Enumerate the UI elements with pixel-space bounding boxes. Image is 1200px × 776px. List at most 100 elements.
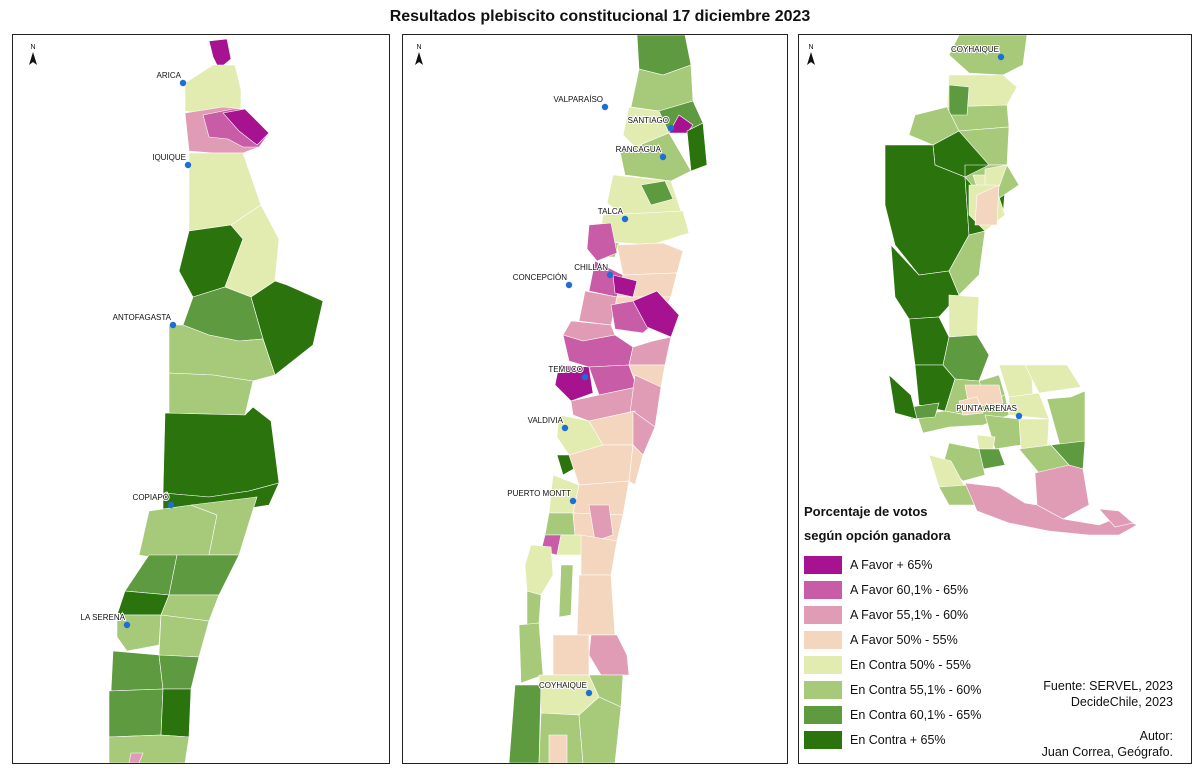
author-credits: Autor: Juan Correa, Geógrafo. [1042, 728, 1173, 760]
legend: Porcentaje de votos según opción ganador… [804, 500, 1004, 752]
region-polygon [518, 622, 544, 684]
region-polygon [974, 184, 1000, 226]
city-marker-icon [585, 689, 593, 697]
region-polygon [1098, 508, 1134, 528]
legend-item: En Contra 60,1% - 65% [804, 702, 1004, 727]
region-polygon [184, 64, 242, 116]
legend-swatch [804, 680, 842, 699]
city-label: CHILLÁN [574, 263, 608, 272]
map-south-svg: N [807, 35, 1138, 536]
region-polygon [168, 554, 240, 596]
city-label: VALPARAÍSO [554, 95, 604, 104]
author-line: Autor: [1139, 729, 1173, 743]
city-label: COPIAPÓ [133, 493, 169, 502]
region-polygon [958, 396, 984, 416]
city-label: IQUIQUE [152, 153, 186, 162]
region-polygon [948, 35, 1028, 76]
region-polygon [1046, 390, 1086, 450]
region-polygon [556, 534, 584, 556]
region-polygon [544, 512, 576, 536]
legend-item: En Contra + 65% [804, 727, 1004, 752]
legend-swatch [804, 555, 842, 574]
region-polygon [948, 294, 980, 338]
north-arrow-icon: N [29, 44, 37, 65]
city-label: SANTIAGO [628, 116, 669, 125]
north-label: N [30, 44, 35, 51]
legend-item: A Favor 60,1% - 65% [804, 577, 1004, 602]
region-polygon [628, 336, 672, 366]
city-marker-icon [581, 373, 589, 381]
region-polygon [632, 290, 680, 338]
region-polygon [526, 590, 542, 626]
region-polygon [524, 544, 554, 596]
city-marker-icon [569, 497, 577, 505]
region-polygon [110, 650, 164, 692]
source-credits: Fuente: SERVEL, 2023 DecideChile, 2023 [1043, 678, 1173, 710]
city-label: LA SERENA [81, 613, 126, 622]
city-label: ARICA [157, 71, 182, 80]
city-label: VALDIVIA [528, 416, 564, 425]
city-label: TALCA [598, 207, 624, 216]
legend-label: En Contra + 65% [850, 732, 946, 747]
region-polygon [128, 752, 144, 763]
region-polygon [158, 614, 210, 658]
city-marker-icon [997, 53, 1005, 61]
city-markers-north: ARICA IQUIQUE ANTOFAGASTA COPIAPÓ LA SERENA [80, 70, 192, 629]
author-line: Juan Correa, Geógrafo. [1041, 745, 1173, 759]
city-markers-south: COYHAIQUE PUNTA ARENAS [950, 44, 1023, 420]
legend-swatch [804, 655, 842, 674]
legend-items: A Favor + 65% A Favor 60,1% - 65% A Favor … [804, 552, 1004, 752]
city-marker-icon [601, 103, 609, 111]
region-polygon [586, 222, 618, 262]
region-polygon [640, 180, 674, 206]
city-marker-icon [565, 281, 573, 289]
city-marker-icon [167, 501, 175, 509]
source-line: DecideChile, 2023 [1070, 695, 1173, 709]
city-label: CONCEPCIÓN [513, 273, 567, 282]
region-polygon [162, 406, 280, 498]
city-label: PUERTO MONTT [507, 489, 571, 498]
region-polygon [686, 122, 708, 172]
legend-item: En Contra 55,1% - 60% [804, 677, 1004, 702]
legend-item: A Favor 50% - 55% [804, 627, 1004, 652]
city-label: TEMUCO [548, 365, 583, 374]
region-polygon [616, 242, 684, 276]
region-polygon [562, 334, 634, 368]
legend-swatch [804, 630, 842, 649]
legend-item: A Favor 55,1% - 60% [804, 602, 1004, 627]
legend-title: Porcentaje de votos [804, 504, 928, 519]
north-arrow-icon: N [415, 44, 423, 65]
city-marker-icon [621, 215, 629, 223]
region-polygons-north [108, 38, 324, 763]
region-polygon [668, 114, 694, 134]
region-polygon [1024, 364, 1082, 394]
city-marker-icon [179, 79, 187, 87]
source-line: Fuente: SERVEL, 2023 [1043, 679, 1173, 693]
region-polygon [580, 534, 618, 576]
region-polygon [948, 230, 986, 296]
map-panel-center: N [402, 34, 788, 764]
map-north-svg: N [29, 38, 324, 763]
city-marker-icon [169, 321, 177, 329]
legend-label: A Favor + 65% [850, 557, 933, 572]
city-marker-icon [1015, 412, 1023, 420]
region-polygon [888, 374, 918, 420]
city-label: COYHAIQUE [951, 45, 999, 54]
city-marker-icon [561, 424, 569, 432]
region-polygon [554, 364, 594, 402]
region-polygon [168, 372, 254, 416]
city-marker-icon [123, 621, 131, 629]
city-marker-icon [667, 124, 675, 132]
region-polygon [208, 38, 232, 70]
city-marker-icon [606, 271, 614, 279]
legend-label: En Contra 50% - 55% [850, 657, 971, 672]
legend-label: En Contra 60,1% - 65% [850, 707, 982, 722]
legend-label: En Contra 55,1% - 60% [850, 682, 982, 697]
city-marker-icon [659, 153, 667, 161]
city-label: RANCAGUA [616, 145, 662, 154]
region-polygon [618, 132, 692, 182]
region-polygon [976, 434, 996, 450]
north-label: N [808, 44, 813, 51]
north-label: N [416, 44, 421, 51]
region-polygon [124, 554, 178, 596]
